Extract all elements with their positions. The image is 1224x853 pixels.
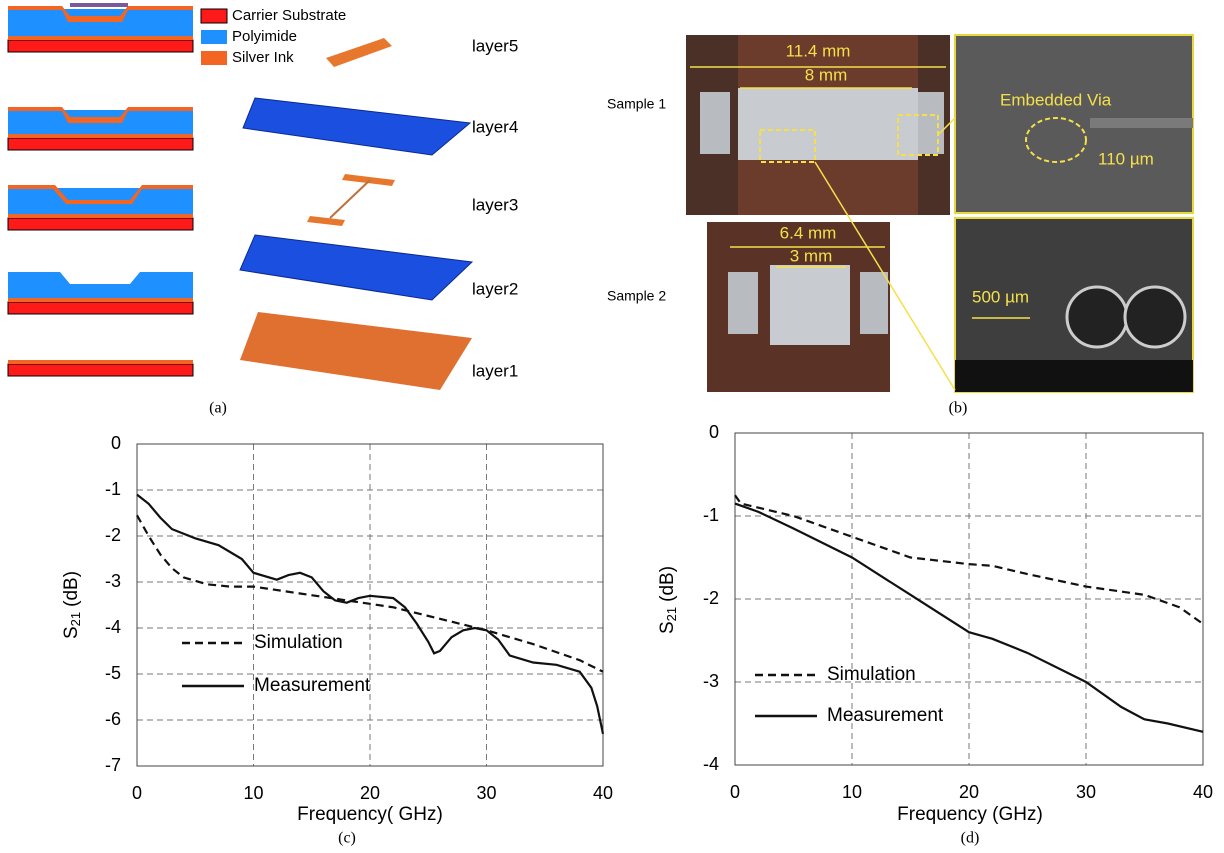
x-tick-label: 20 — [959, 782, 979, 802]
dimension-label: 6.4 mm — [780, 223, 837, 242]
x-tick-label: 30 — [476, 783, 496, 803]
legend-label: Carrier Substrate — [232, 7, 346, 24]
caption: (c) — [338, 830, 356, 847]
x-tick-label: 40 — [593, 783, 613, 803]
zoom-label: 110 µm — [1098, 149, 1154, 168]
sample-label: Sample 1 — [607, 96, 666, 112]
sample-label: Sample 2 — [607, 288, 666, 304]
y-tick-label: 0 — [111, 433, 121, 453]
y-tick-label: -2 — [703, 588, 719, 608]
x-tick-label: 0 — [132, 783, 142, 803]
caption: (d) — [961, 830, 980, 847]
dimension-label: 3 mm — [790, 246, 833, 265]
y-tick-label: -3 — [703, 671, 719, 691]
legend-label: Measurement — [827, 705, 944, 726]
y-tick-label: -1 — [105, 479, 121, 499]
y-tick-label: -6 — [105, 709, 121, 729]
material-legend: Carrier Substrate Polyimide Silver Ink — [201, 7, 346, 66]
layer-label: layer2 — [472, 279, 518, 298]
y-axis-unit: (dB) — [61, 571, 82, 607]
x-axis-label: Frequency (GHz) — [897, 804, 1043, 825]
x-tick-label: 30 — [1076, 782, 1096, 802]
legend-label: Silver Ink — [232, 49, 294, 66]
y-tick-label: -2 — [105, 525, 121, 545]
y-axis-unit: (dB) — [657, 566, 678, 602]
x-tick-label: 10 — [842, 782, 862, 802]
y-axis-subscript: 21 — [664, 607, 679, 621]
legend-label: Polyimide — [232, 28, 297, 45]
x-tick-label: 10 — [243, 783, 263, 803]
y-axis-symbol: S — [657, 621, 678, 634]
layer-sheets — [240, 38, 472, 390]
figure: Carrier Substrate Polyimide Silver Ink l… — [0, 0, 1224, 853]
zoom-label: Embedded Via — [1000, 90, 1112, 109]
layer-label: layer5 — [472, 36, 518, 55]
y-tick-label: -3 — [105, 571, 121, 591]
legend-label: Simulation — [827, 664, 916, 685]
y-tick-label: -1 — [703, 505, 719, 525]
caption: (b) — [949, 400, 968, 417]
photos — [686, 35, 1193, 392]
dimension-label: 11.4 mm — [786, 41, 851, 60]
zoom-label: 500 µm — [972, 287, 1029, 306]
y-axis-label: S21 (dB) — [61, 571, 83, 639]
legend-label: Measurement — [254, 675, 371, 696]
y-axis-subscript: 21 — [68, 612, 83, 626]
y-tick-label: -5 — [105, 663, 121, 683]
y-tick-label: -4 — [703, 754, 719, 774]
x-tick-label: 0 — [730, 782, 740, 802]
y-tick-label: -7 — [105, 755, 121, 775]
cross-sections — [8, 3, 193, 376]
x-axis-label: Frequency( GHz) — [297, 804, 443, 825]
layer-label: layer1 — [472, 361, 518, 380]
y-axis-symbol: S — [61, 626, 82, 639]
layer-label: layer4 — [472, 117, 518, 136]
legend-label: Simulation — [254, 632, 343, 653]
y-tick-label: 0 — [709, 422, 719, 442]
dimension-label: 8 mm — [805, 65, 848, 84]
caption: (a) — [209, 400, 227, 417]
y-tick-label: -4 — [105, 617, 121, 637]
layer-label: layer3 — [472, 195, 518, 214]
x-tick-label: 40 — [1193, 782, 1213, 802]
y-axis-label: S21 (dB) — [657, 566, 679, 634]
x-tick-label: 20 — [360, 783, 380, 803]
